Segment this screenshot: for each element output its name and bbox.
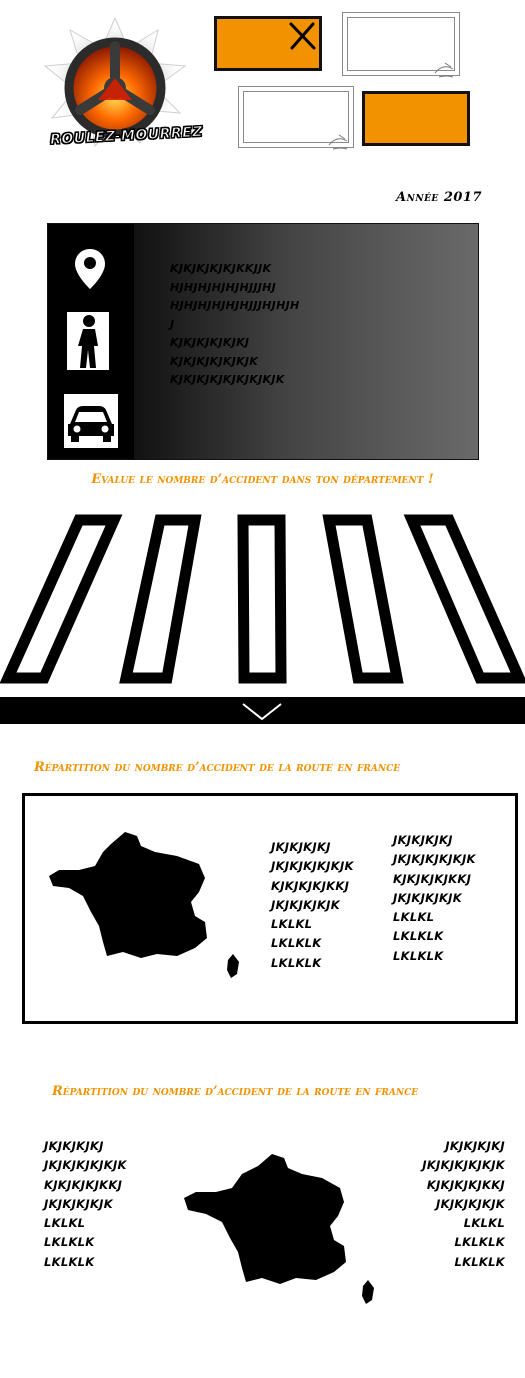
crosswalk-stripe [322,514,404,684]
section1-title: Répartition du nombre d’accident de la r… [34,760,401,775]
info-line: HJHJHJHJHJHJJJHJ [170,280,277,294]
list-item: KJKJKJKJKKJ [271,878,350,893]
info-panel-gradient [134,224,478,459]
list-item: JKJKJKJKJKJK [422,1158,505,1173]
list-item: LKLKLK [271,936,322,951]
list-item: JKJKJKJKJK [271,897,340,912]
map-list-left: JKJKJKJKJ JKJKJKJKJKJK KJKJKJKJKKJ JKJKJ… [44,1137,127,1272]
crosswalk-stripe [0,514,123,684]
list-item: LKLKLK [393,929,444,944]
list-item: KJKJKJKJKKJ [426,1177,505,1192]
list-item: KJKJKJKJKKJ [44,1177,123,1192]
map-card: JKJKJKJKJ JKJKJKJKJKJK KJKJKJKJKKJ JKJKJ… [22,793,518,1024]
list-item: LKLKL [393,910,435,925]
info-line: KJKJKJKJKJKJK [170,354,259,368]
crosswalk-stripe [119,514,202,684]
list-item: LKLKL [463,1216,505,1231]
list-item: JKJKJKJKJ [393,833,453,847]
france-map-icon[interactable] [45,830,245,982]
year-label: Année 2017 [396,190,482,205]
list-item: LKLKLK [454,1254,505,1269]
info-line: KJKJKJKJKJKJ [170,336,250,349]
close-icon[interactable] [287,21,317,51]
list-item: JKJKJKJKJK [436,1196,505,1211]
crosswalk-stripe [403,514,525,684]
chevron-down-icon[interactable] [241,701,283,721]
france-map-icon[interactable] [180,1152,380,1310]
corner-ornament-icon [434,62,454,78]
logo-emblem [43,16,187,148]
map-list-b: JKJKJKJKJ JKJKJKJKJKJK KJKJKJKJKKJ JKJKJ… [393,831,476,966]
info-line: KJKJKJKJKJKJKJKJK [170,373,285,386]
map-list-right: JKJKJKJKJ JKJKJKJKJKJK KJKJKJKJKKJ JKJKJ… [422,1137,505,1272]
framed-box-bottom [238,86,354,150]
list-item: LKLKLK [454,1235,505,1250]
list-item: JKJKJKJKJ [445,1139,505,1153]
map-list-a: JKJKJKJKJ JKJKJKJKJKJK KJKJKJKJKKJ JKJKJ… [271,838,354,973]
info-line: HJHJHJHJHJHJJJHJHJH [170,299,300,312]
list-item: LKLKL [44,1216,86,1231]
corner-ornament-icon [328,134,348,150]
crosswalk-title: Evalue le nombre d’accident dans ton dép… [91,472,434,487]
list-item: LKLKLK [44,1254,95,1269]
car-icon [64,394,118,448]
list-item: LKLKL [271,917,313,932]
list-item: JKJKJKJKJKJK [393,852,476,867]
list-item: KJKJKJKJKKJ [393,871,472,886]
list-item: JKJKJKJKJ [271,840,331,854]
location-pin-icon [75,249,105,289]
list-item: LKLKLK [271,955,322,970]
list-item: JKJKJKJKJK [393,890,462,905]
scroll-down-bar[interactable] [0,697,525,724]
info-line: J [170,317,175,331]
list-item: JKJKJKJKJKJK [44,1158,127,1173]
list-item: JKJKJKJKJ [44,1139,104,1153]
orange-box-close[interactable] [214,16,322,71]
list-item: JKJKJKJKJK [44,1196,113,1211]
crosswalk-stripe [237,514,287,684]
section2-title: Répartition du nombre d’accident de la r… [52,1084,419,1099]
info-panel: KJKJKJKJKJKKJJK HJHJHJHJHJHJJJHJ HJHJHJH… [47,223,479,460]
framed-box-top [342,12,460,78]
pedestrian-icon [67,312,109,370]
list-item: LKLKLK [44,1235,95,1250]
list-item: LKLKLK [393,948,444,963]
orange-box[interactable] [362,91,470,146]
crosswalk-graphic[interactable] [0,512,525,684]
info-line: KJKJKJKJKJKKJJK [170,262,272,275]
info-text-lines: KJKJKJKJKJKKJJK HJHJHJHJHJHJJJHJ HJHJHJH… [170,260,370,390]
logo[interactable]: ROULEZ-MOURREZ [40,16,204,158]
list-item: JKJKJKJKJKJK [271,859,354,874]
